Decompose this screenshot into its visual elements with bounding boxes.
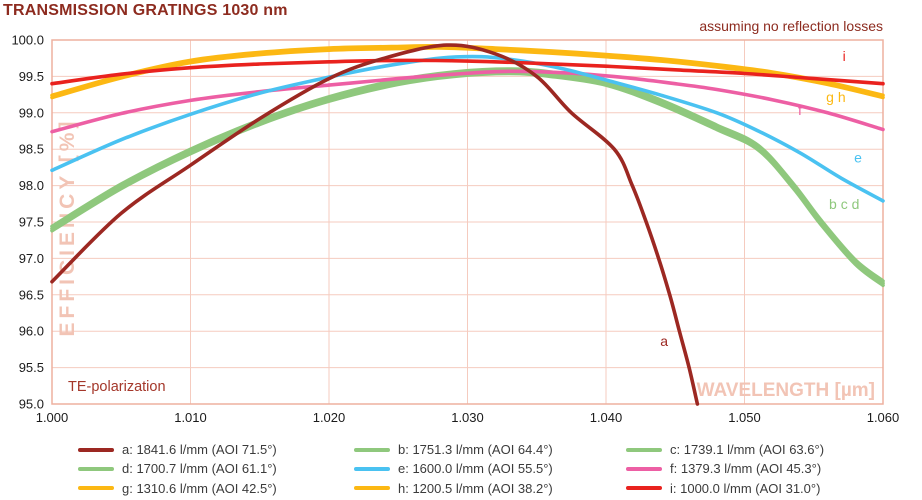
legend-item-e: e: 1600.0 l/mm (AOI 55.5°) [354, 459, 626, 478]
y-tick-label: 96.0 [19, 324, 44, 339]
curve-label-b-c-d: b c d [829, 196, 859, 212]
x-tick-label: 1.000 [36, 410, 69, 425]
y-axis-label: EFFICIENCY [%] [56, 118, 79, 337]
legend-item-b: b: 1751.3 l/mm (AOI 64.4°) [354, 440, 626, 459]
legend-label-c: c: 1739.1 l/mm (AOI 63.6°) [670, 442, 825, 458]
y-tick-label: 97.0 [19, 251, 44, 266]
y-tick-label: 95.0 [19, 397, 44, 412]
y-tick-label: 99.5 [19, 69, 44, 84]
chart-title: TRANSMISSION GRATINGS 1030 nm [3, 2, 288, 19]
legend-swatch-d [78, 466, 114, 471]
legend-swatch-a [78, 447, 114, 452]
y-tick-label: 97.5 [19, 215, 44, 230]
curve-label-i: i [843, 48, 846, 64]
gridlines [51, 39, 884, 405]
legend-label-g: g: 1310.6 l/mm (AOI 42.5°) [122, 480, 277, 496]
legend-label-e: e: 1600.0 l/mm (AOI 55.5°) [398, 461, 553, 477]
curve-d [50, 71, 885, 288]
y-tick-label: 99.0 [19, 105, 44, 120]
x-axis-label: WAVELENGTH [µm] [697, 380, 875, 401]
x-tick-label: 1.020 [313, 410, 346, 425]
legend-swatch-g [78, 486, 114, 491]
legend-item-g: g: 1310.6 l/mm (AOI 42.5°) [78, 479, 354, 498]
y-tick-label: 98.5 [19, 142, 44, 157]
curve-label-e: e [854, 149, 862, 165]
y-tick-label: 98.0 [19, 178, 44, 193]
legend-item-h: h: 1200.5 l/mm (AOI 38.2°) [354, 479, 626, 498]
x-tick-label: 1.060 [867, 410, 900, 425]
legend-item-f: f: 1379.3 l/mm (AOI 45.3°) [626, 459, 922, 478]
te-polarization-note: TE-polarization [68, 379, 166, 395]
legend-item-a: a: 1841.6 l/mm (AOI 71.5°) [78, 440, 354, 459]
legend-swatch-f [626, 466, 662, 471]
curve-label-a: a [660, 333, 668, 349]
y-tick-label: 95.5 [19, 360, 44, 375]
legend-label-h: h: 1200.5 l/mm (AOI 38.2°) [398, 480, 553, 496]
legend-swatch-b [354, 447, 390, 452]
curve-label-f: f [798, 102, 802, 118]
legend-swatch-h [354, 486, 390, 491]
legend: a: 1841.6 l/mm (AOI 71.5°) b: 1751.3 l/mm… [78, 440, 922, 498]
legend-swatch-i [626, 486, 662, 491]
curve-a [50, 43, 700, 406]
legend-label-a: a: 1841.6 l/mm (AOI 71.5°) [122, 442, 277, 458]
legend-label-f: f: 1379.3 l/mm (AOI 45.3°) [670, 461, 822, 477]
legend-label-b: b: 1751.3 l/mm (AOI 64.4°) [398, 442, 553, 458]
plot-frame [51, 39, 884, 405]
x-tick-label: 1.030 [451, 410, 484, 425]
curve-i [50, 58, 885, 86]
legend-label-d: d: 1700.7 l/mm (AOI 61.1°) [122, 461, 277, 477]
annotation-no-reflection-losses: assuming no reflection losses [699, 18, 883, 34]
x-tick-label: 1.010 [174, 410, 207, 425]
x-tick-label: 1.040 [590, 410, 623, 425]
legend-swatch-c [626, 447, 662, 452]
curve-g [50, 43, 885, 98]
plot-area: 100.0 99.5 99.0 98.5 98.0 97.5 97.0 96.5 96.0 95.… [11, 33, 900, 426]
curve-label-g-h: g h [826, 89, 845, 105]
y-tick-label: 96.5 [19, 287, 44, 302]
legend-swatch-e [354, 466, 390, 471]
x-tick-label: 1.050 [728, 410, 761, 425]
legend-item-c: c: 1739.1 l/mm (AOI 63.6°) [626, 440, 922, 459]
curve-e [50, 54, 885, 203]
legend-item-i: i: 1000.0 l/mm (AOI 31.0°) [626, 479, 922, 498]
curve-f [50, 69, 885, 134]
legend-item-d: d: 1700.7 l/mm (AOI 61.1°) [78, 459, 354, 478]
legend-label-i: i: 1000.0 l/mm (AOI 31.0°) [670, 480, 821, 496]
y-tick-label: 100.0 [11, 33, 44, 48]
